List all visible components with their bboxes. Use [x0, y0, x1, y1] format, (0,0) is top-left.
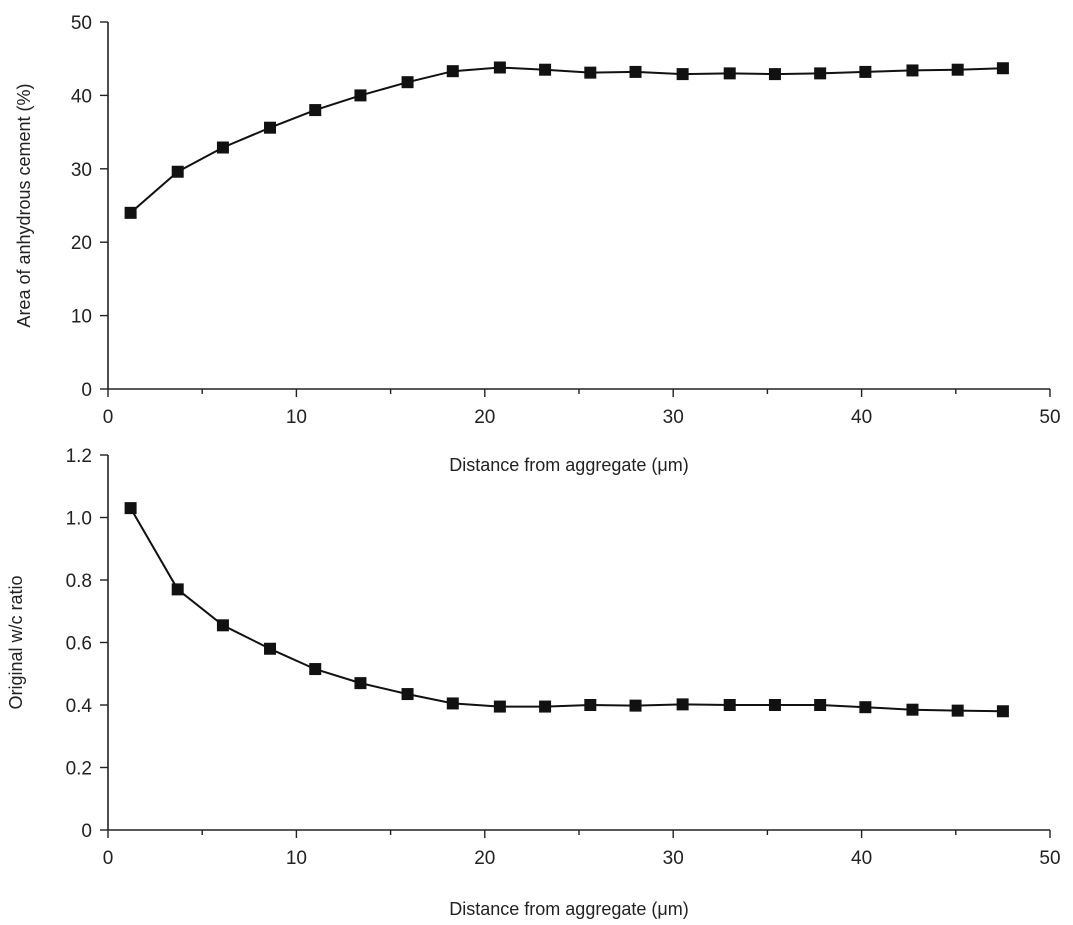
data-point-marker: [446, 65, 459, 78]
data-point-marker: [996, 62, 1009, 75]
y-tick-label: 10: [71, 307, 92, 328]
y-tick-label: 20: [71, 233, 92, 254]
data-point-marker: [171, 165, 184, 178]
data-point-marker: [584, 699, 597, 711]
y-tick-label: 0: [81, 380, 92, 401]
y-tick-label: 50: [71, 13, 92, 34]
data-point-marker: [493, 700, 506, 713]
data-point-marker: [859, 65, 872, 78]
x-tick-label: 40: [851, 407, 872, 428]
data-point-marker: [951, 63, 964, 76]
wc-ratio-chart: 0 0.2 0.4 0.6 0.8 1.0 1.2 0 10 20 30 40 50 Distance f…: [6, 446, 1061, 919]
data-point-marker: [814, 67, 827, 80]
y-tick-label: 30: [71, 160, 92, 181]
series-line: [129, 66, 1003, 214]
x-tick-label: 0: [103, 848, 114, 869]
data-point-marker: [216, 619, 229, 632]
data-point-marker: [906, 703, 919, 716]
y-axis-title: Area of anhydrous cement (%): [14, 83, 34, 327]
data-point-marker: [539, 700, 552, 713]
data-point-marker: [309, 663, 322, 676]
x-tick-label: 10: [286, 848, 307, 869]
y-axis-title: Original w/c ratio: [6, 575, 26, 709]
x-tick-label: 10: [286, 407, 307, 428]
data-point-marker: [446, 697, 459, 710]
data-point-marker: [539, 63, 552, 76]
data-point-marker: [401, 76, 414, 89]
x-tick-label: 20: [474, 407, 495, 428]
data-point-marker: [354, 89, 367, 102]
y-tick-label: 40: [71, 86, 92, 107]
data-point-marker: [676, 698, 689, 711]
x-tick-label: 30: [663, 407, 684, 428]
y-tick-label: 0.2: [66, 759, 92, 780]
data-point-marker: [676, 68, 689, 81]
data-point-marker: [951, 704, 964, 717]
data-point-marker: [629, 65, 642, 78]
series-line: [129, 507, 1003, 713]
data-point-marker: [264, 642, 277, 655]
data-point-marker: [354, 677, 367, 690]
x-tick-label: 50: [1039, 407, 1060, 428]
x-tick-label: 20: [474, 848, 495, 869]
y-tick-label: 1.0: [66, 509, 92, 530]
x-tick-label: 40: [851, 848, 872, 869]
data-point-marker: [216, 141, 229, 154]
y-tick-label: 0.4: [66, 696, 93, 717]
data-point-marker: [493, 61, 506, 74]
data-point-marker: [629, 699, 642, 712]
data-point-marker: [768, 699, 781, 711]
data-point-marker: [814, 699, 827, 711]
data-point-marker: [996, 705, 1009, 718]
data-point-marker: [264, 121, 277, 134]
data-point-marker: [906, 64, 919, 77]
data-point-marker: [584, 66, 597, 79]
x-axis-title: Distance from aggregate (μm): [449, 455, 688, 475]
data-point-marker: [171, 583, 184, 596]
data-point-marker: [124, 206, 137, 219]
x-axis-title: Distance from aggregate (μm): [449, 899, 688, 919]
data-point-marker: [768, 68, 781, 81]
x-tick-label: 50: [1039, 848, 1060, 869]
y-tick-label: 0.6: [66, 634, 92, 655]
data-point-marker: [124, 502, 137, 515]
y-tick-label: 1.2: [66, 446, 92, 467]
x-tick-label: 0: [103, 407, 114, 428]
data-point-marker: [723, 67, 736, 80]
x-tick-label: 30: [663, 848, 684, 869]
y-tick-label: 0: [81, 821, 92, 842]
data-point-marker: [859, 701, 872, 714]
anhydrous-cement-chart: 0 10 20 30 40 50 0 10 20 30 40 50 Distance from aggr…: [14, 13, 1061, 475]
data-point-marker: [401, 688, 414, 701]
data-point-marker: [723, 699, 736, 711]
y-tick-label: 0.8: [66, 571, 92, 592]
data-point-marker: [309, 104, 322, 117]
